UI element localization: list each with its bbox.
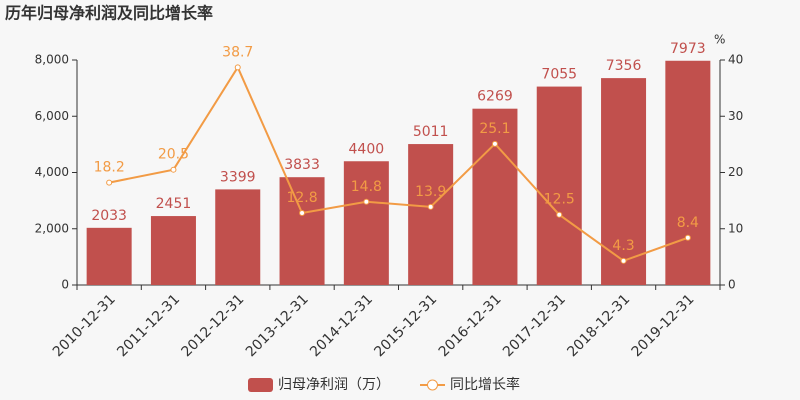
bar-value-label: 3399 <box>220 169 256 185</box>
line-value-label: 14.8 <box>351 179 382 195</box>
line-marker <box>170 166 177 173</box>
bar-value-label: 3833 <box>284 157 320 173</box>
chart-title: 历年归母净利润及同比增长率 <box>5 4 213 23</box>
x-tick-label: 2016-12-31 <box>436 291 505 360</box>
x-tick-label: 2010-12-31 <box>50 291 119 360</box>
legend-swatch-marker <box>427 379 438 391</box>
line-marker <box>620 257 627 264</box>
bar-value-label: 4400 <box>349 141 385 157</box>
bar-value-label: 5011 <box>413 124 449 140</box>
bar <box>536 86 582 285</box>
y2-tick-label: 10 <box>728 221 743 235</box>
line-value-label: 20.5 <box>158 147 189 163</box>
legend-label: 同比增长率 <box>450 376 520 393</box>
x-tick-label: 2015-12-31 <box>371 291 440 360</box>
bar <box>215 189 261 285</box>
line-value-label: 8.4 <box>677 215 699 231</box>
bar <box>279 177 325 285</box>
bar <box>601 78 647 285</box>
bar <box>472 108 518 285</box>
y-tick-label: 0 <box>61 278 69 292</box>
line-value-label: 13.9 <box>415 184 446 200</box>
line-marker <box>427 203 434 210</box>
line-marker <box>684 234 691 241</box>
line-marker <box>106 179 113 186</box>
y2-tick-label: 30 <box>728 109 743 123</box>
line-marker <box>363 198 370 205</box>
line-marker <box>234 64 241 71</box>
bar-value-label: 7055 <box>541 67 577 83</box>
bar <box>86 227 132 285</box>
line-value-label: 38.7 <box>222 44 253 60</box>
legend-swatch <box>248 378 273 392</box>
bar <box>150 216 196 285</box>
line <box>108 65 689 262</box>
line-value-label: 12.5 <box>544 192 575 208</box>
bar-value-label: 7356 <box>606 58 642 74</box>
bar-value-label: 7973 <box>670 41 706 57</box>
y2-tick-label: 0 <box>728 278 736 292</box>
bar <box>343 161 389 285</box>
line-value-label: 18.2 <box>94 160 125 176</box>
y-tick-label: 8,000 <box>35 53 69 67</box>
line-value-label: 12.8 <box>286 190 317 206</box>
x-tick-label: 2013-12-31 <box>243 291 312 360</box>
x-tick-label: 2019-12-31 <box>629 291 698 360</box>
y2-axis-label: % <box>714 33 725 47</box>
y2-tick-label: 40 <box>728 53 743 67</box>
bar-value-label: 6269 <box>477 89 513 105</box>
x-tick-label: 2018-12-31 <box>564 291 633 360</box>
y-tick-label: 6,000 <box>35 109 69 123</box>
bar-value-label: 2451 <box>156 196 192 212</box>
y2-tick-label: 20 <box>728 165 743 179</box>
y-tick-label: 4,000 <box>35 165 69 179</box>
line-value-label: 4.3 <box>612 238 634 254</box>
line-marker <box>556 211 563 218</box>
x-tick-label: 2012-12-31 <box>179 291 248 360</box>
y-tick-label: 2,000 <box>35 221 69 235</box>
line-marker <box>299 210 306 216</box>
legend-label: 归母净利润（万） <box>278 376 390 393</box>
x-tick-label: 2017-12-31 <box>500 291 569 360</box>
bar <box>665 60 711 286</box>
line-marker <box>491 140 498 147</box>
bar-value-label: 2033 <box>91 208 127 224</box>
line-value-label: 25.1 <box>479 121 510 137</box>
x-tick-label: 2014-12-31 <box>307 291 376 360</box>
x-tick-label: 2011-12-31 <box>114 291 183 360</box>
bar <box>408 144 454 285</box>
